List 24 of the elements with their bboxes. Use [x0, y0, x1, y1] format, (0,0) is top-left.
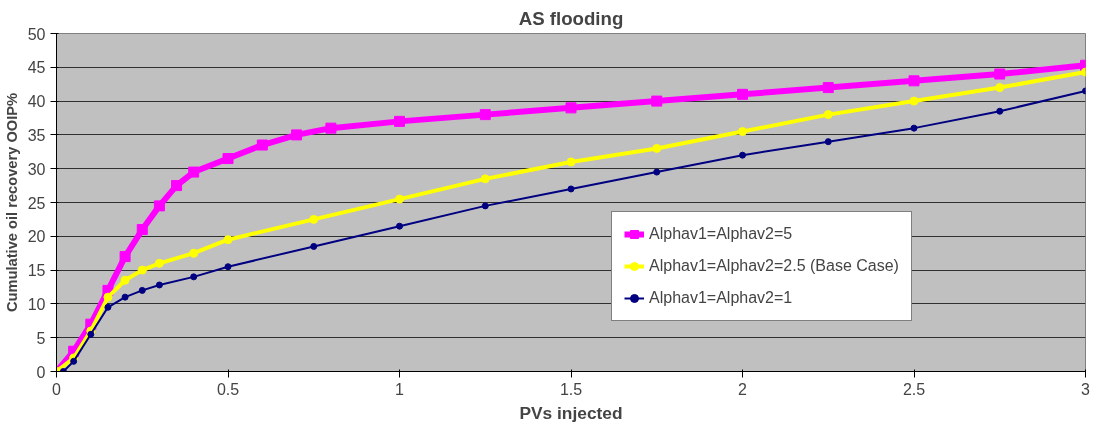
x-tick-label: 3	[1081, 380, 1091, 398]
y-axis-title: Cumulative oil recovery OOIP%	[3, 92, 20, 313]
x-tick-label: 0.5	[216, 380, 240, 398]
x-tick-label: 1	[395, 380, 405, 398]
legend-label: Alphav1=Alphav2=1	[649, 289, 793, 307]
legend-label: Alphav1=Alphav2=2.5 (Base Case)	[649, 257, 899, 275]
y-tick-label: 50	[27, 25, 46, 43]
y-tick-label: 35	[27, 126, 46, 144]
x-tick-label: 2	[738, 380, 748, 398]
x-tick-label: 0	[52, 380, 62, 398]
y-tick-label: 30	[27, 160, 46, 178]
x-axis-title: PVs injected	[519, 402, 623, 423]
y-tick-label: 20	[27, 228, 46, 246]
y-tick-label: 5	[36, 329, 46, 347]
x-tick-label: 1.5	[559, 380, 583, 398]
chart-title: AS flooding	[518, 7, 624, 29]
y-tick-label: 45	[27, 59, 46, 77]
legend-label: Alphav1=Alphav2=5	[649, 225, 793, 243]
y-tick-label: 25	[27, 194, 46, 212]
y-tick-label: 10	[27, 295, 46, 313]
x-tick-label: 2.5	[902, 380, 926, 398]
y-tick-label: 0	[36, 363, 46, 381]
y-tick-label: 40	[27, 93, 46, 111]
y-tick-label: 15	[27, 262, 46, 280]
